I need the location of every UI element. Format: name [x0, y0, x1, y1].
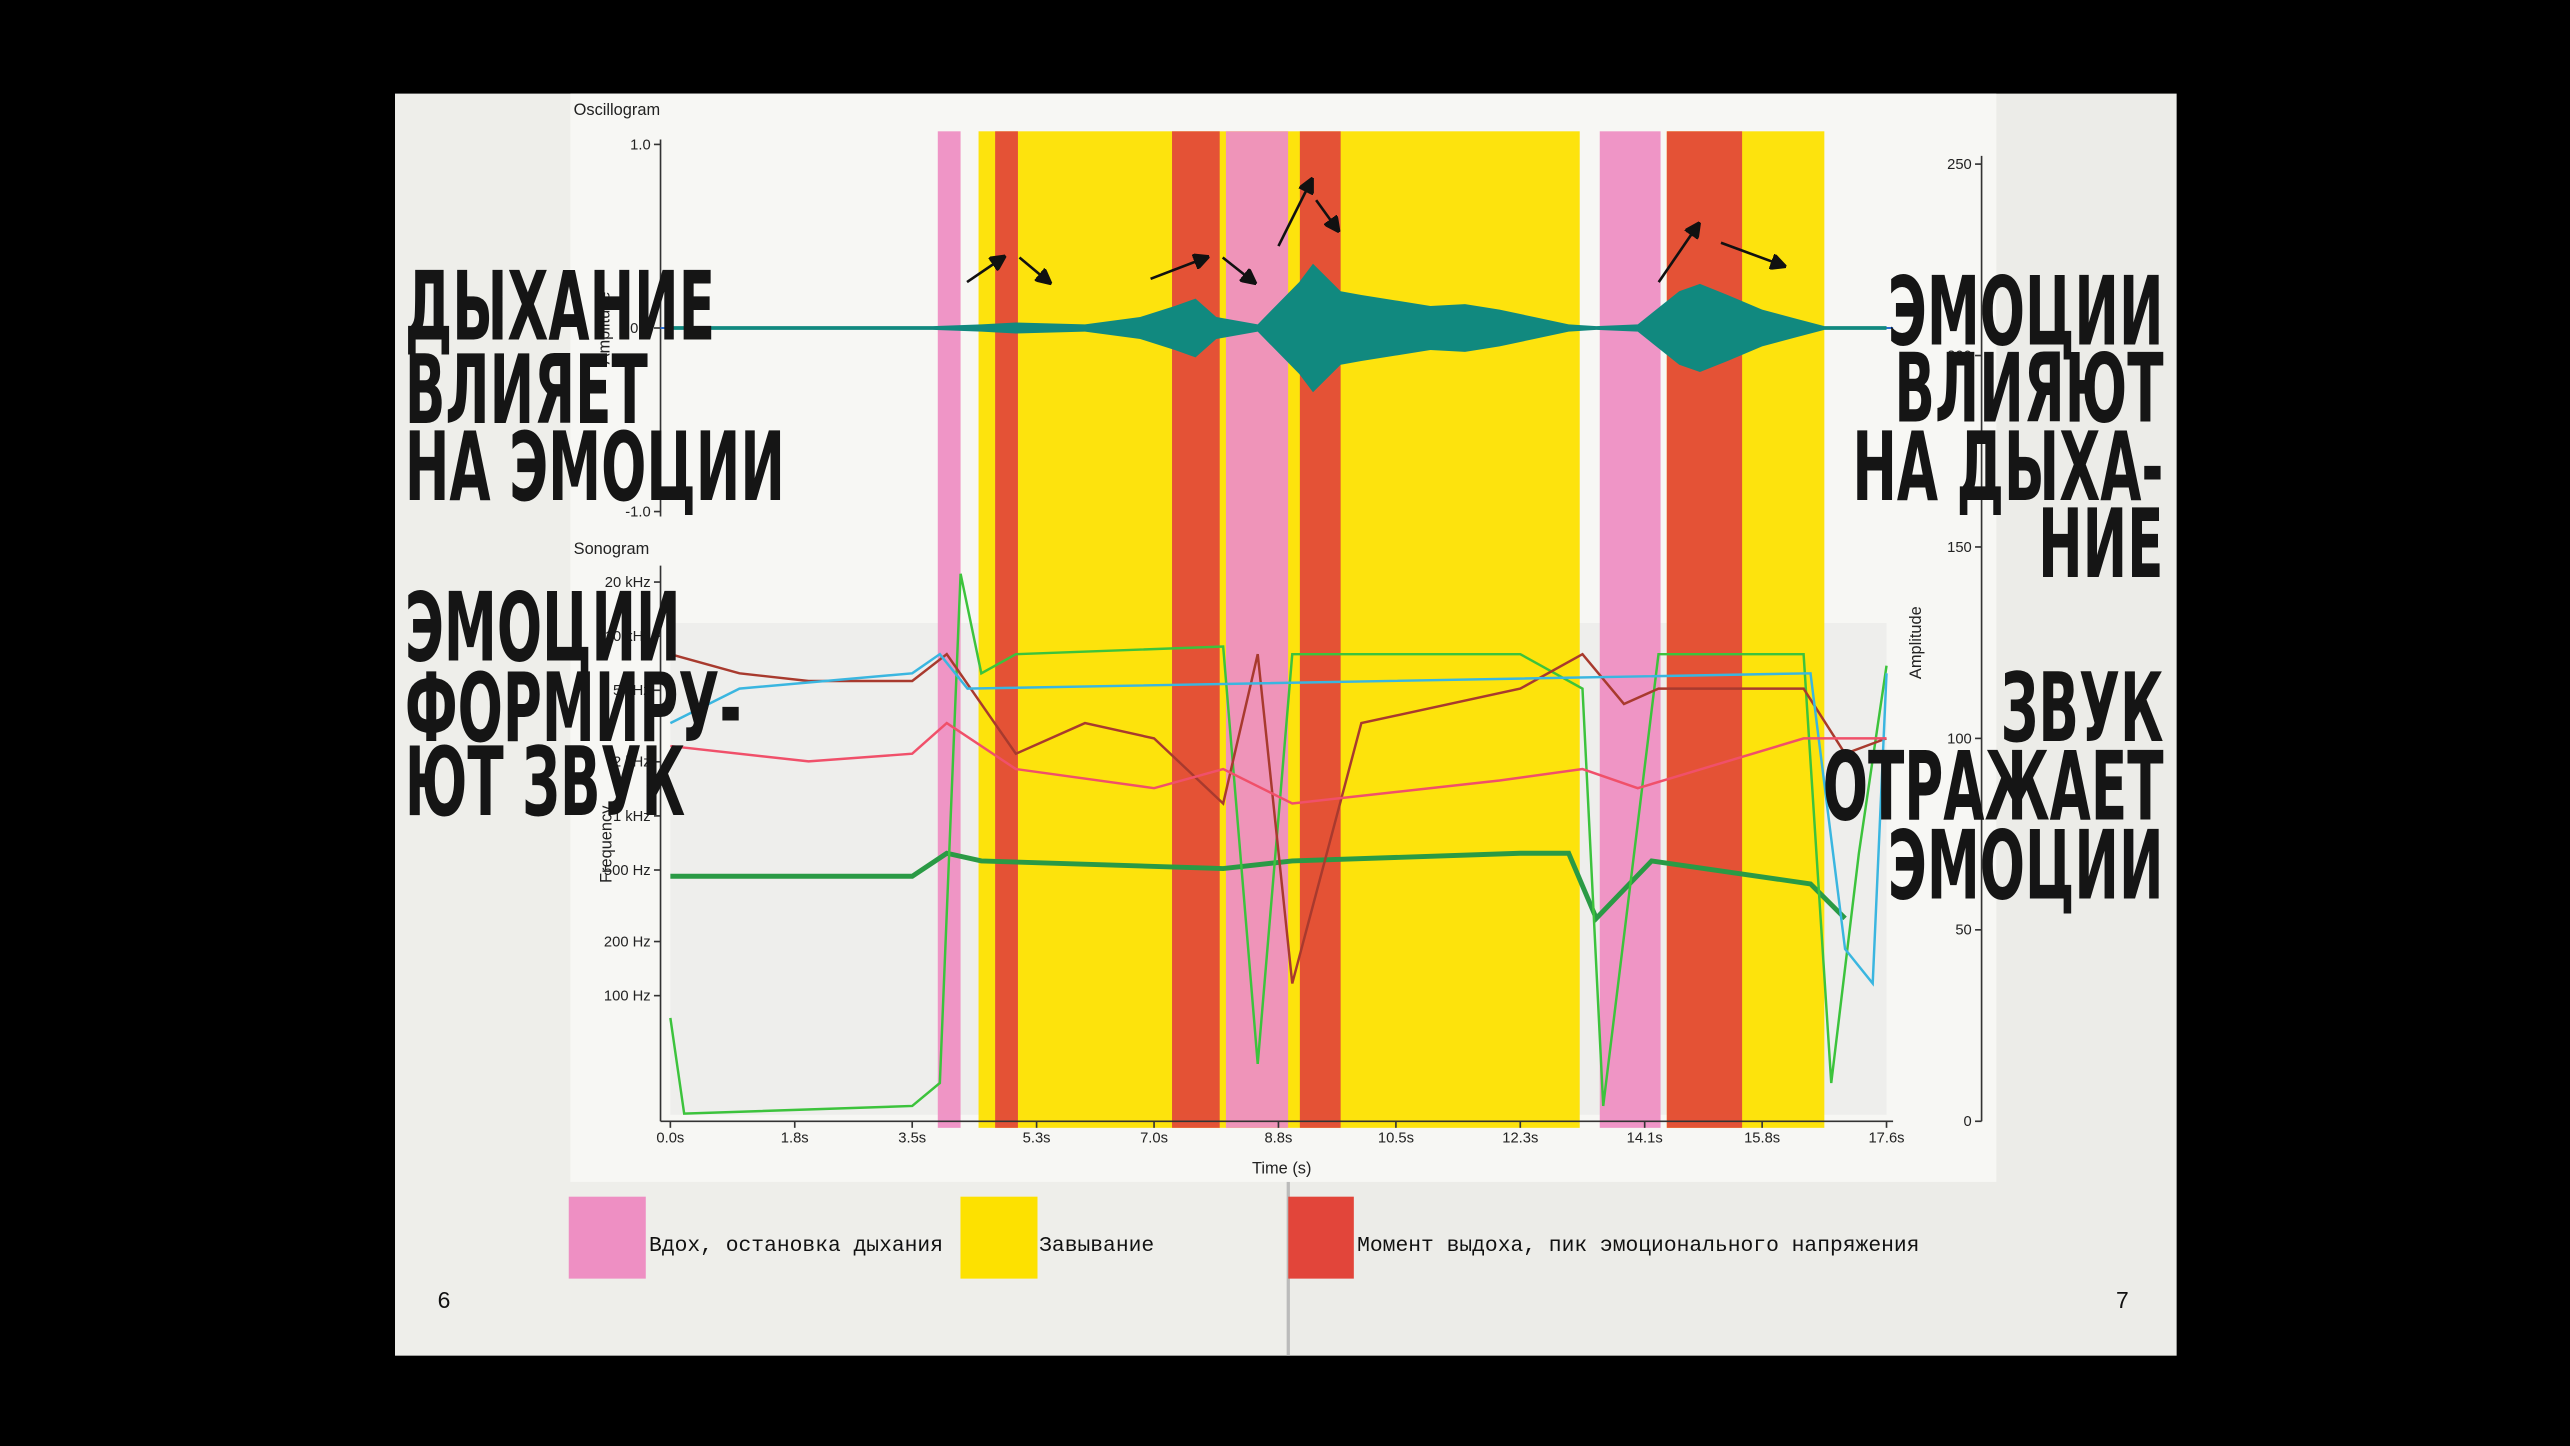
x-tick-label: 3.5s	[898, 1131, 926, 1147]
y-axis-label: Frequency	[597, 805, 615, 883]
y2-tick-label: 200	[1947, 348, 1972, 364]
y2-tick-label: 250	[1947, 157, 1972, 173]
legend-label: Вдох, остановка дыхания	[649, 1234, 943, 1258]
legend-swatch	[568, 1196, 646, 1279]
arrow	[966, 258, 1003, 284]
x-tick-label: 8.8s	[1264, 1131, 1292, 1147]
heading-line: ДЫХАНИЕ	[405, 252, 715, 363]
x-axis-label: Time (s)	[1252, 1160, 1311, 1178]
x-tick-label: 12.3s	[1502, 1131, 1538, 1147]
heading-line: ЭМОЦИИ	[1888, 811, 2164, 922]
chart-title: Sonogram	[574, 540, 650, 558]
heading-line: ФОРМИРУ-	[405, 653, 742, 764]
heading-line: НА ДЫХА-	[1852, 412, 2163, 523]
y-tick-label: 0.0	[630, 321, 651, 337]
trace	[670, 721, 1887, 805]
trace	[670, 652, 1887, 984]
arrow	[1657, 225, 1698, 283]
legend-swatch	[1288, 1196, 1354, 1279]
y2-tick-label: 50	[1955, 923, 1971, 939]
page-number: 7	[2116, 1287, 2129, 1313]
y2-tick-label: 150	[1947, 540, 1972, 556]
trace	[669, 652, 1888, 987]
plot	[653, 139, 1983, 1128]
heading-line: ЗВУК	[2001, 653, 2164, 764]
band	[1599, 131, 1661, 1128]
y-tick-label: 2 kHz	[613, 755, 651, 771]
trace	[670, 850, 1847, 923]
y-tick-label: 500 Hz	[604, 863, 651, 879]
x-tick-label: 5.3s	[1023, 1131, 1051, 1147]
arrow	[1221, 256, 1254, 283]
page-number: 6	[438, 1287, 451, 1313]
band	[1225, 131, 1289, 1128]
arrow	[1018, 256, 1049, 283]
y-axis-label: Amplitude	[596, 292, 614, 365]
y-tick-label: 200 Hz	[604, 934, 651, 950]
heading-line: ВЛИЯЕТ	[405, 335, 648, 446]
x-tick-label: 17.6s	[1868, 1131, 1904, 1147]
y2-tick-label: 100	[1947, 731, 1972, 747]
arrow	[1150, 258, 1207, 281]
y2-tick-label: 0	[1964, 1114, 1972, 1130]
heading-line: ЮТ ЗВУК	[405, 727, 685, 838]
y-tick-label: 20 kHz	[605, 575, 651, 591]
y-tick-label: 1.0	[630, 137, 651, 153]
band	[1666, 131, 1743, 1128]
y-tick-label: 100 Hz	[604, 989, 651, 1005]
texts: Oscillogram 1.0 0.0 -1.0 Amplitude Sonogram 20…	[405, 101, 2164, 1313]
waveform-lower	[670, 327, 1887, 393]
band	[937, 131, 961, 1128]
heading-line: ЭМОЦИИ	[405, 573, 681, 684]
legend-swatch	[960, 1196, 1038, 1279]
arrow	[1720, 241, 1783, 266]
x-tick-label: 7.0s	[1140, 1131, 1168, 1147]
y-tick-label: -1.0	[625, 504, 650, 520]
band	[995, 131, 1018, 1128]
x-tick-label: 15.8s	[1744, 1131, 1780, 1147]
heading-line: ВЛИЯЮТ	[1894, 334, 2163, 445]
arrows	[966, 180, 1783, 284]
legend-label: Завывание	[1039, 1234, 1154, 1258]
chart-title: Oscillogram	[574, 101, 660, 119]
y-tick-label: 5 kHz	[613, 683, 651, 699]
x-tick-label: 10.5s	[1378, 1131, 1414, 1147]
x-tick-label: 1.8s	[781, 1131, 809, 1147]
arrow	[1277, 180, 1311, 247]
y-tick-label: 1 kHz	[613, 809, 651, 825]
heading-line: НА ЭМОЦИИ	[405, 412, 785, 523]
bands	[937, 131, 1825, 1128]
legend-label: Момент выдоха, пик эмоционального напряж…	[1357, 1234, 1919, 1258]
heading-line: ЭМОЦИИ	[1888, 257, 2164, 368]
arrow	[1315, 199, 1337, 230]
waveform-upper	[670, 263, 1887, 328]
x-tick-label: 14.1s	[1627, 1131, 1663, 1147]
y-tick-label: 10 kHz	[605, 629, 651, 645]
y2-axis-label: Amplitude	[1907, 606, 1925, 679]
trace	[669, 573, 1888, 1115]
band	[1172, 131, 1220, 1128]
x-tick-label: 0.0s	[656, 1131, 684, 1147]
heading-line: ОТРАЖАЕТ	[1823, 732, 2164, 843]
heading-line: НИЕ	[2038, 490, 2163, 601]
